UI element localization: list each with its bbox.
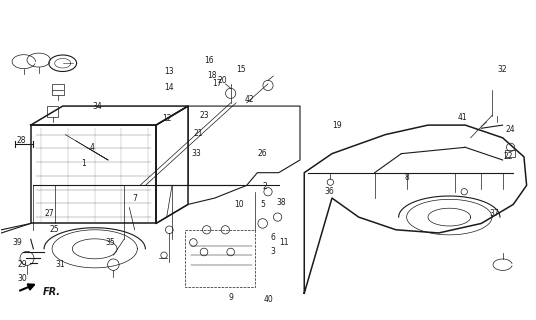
Text: 39: 39: [12, 238, 23, 247]
Text: 33: 33: [191, 149, 201, 158]
Text: 15: 15: [236, 65, 246, 74]
Text: 31: 31: [55, 260, 65, 269]
Text: 9: 9: [228, 293, 233, 302]
Text: 26: 26: [258, 149, 267, 158]
Text: 8: 8: [404, 173, 409, 182]
Text: 13: 13: [165, 67, 174, 76]
Text: 28: 28: [17, 136, 26, 146]
Text: 36: 36: [324, 187, 334, 196]
Text: 18: 18: [207, 71, 217, 80]
Text: 24: 24: [506, 125, 516, 134]
Text: 12: 12: [162, 114, 172, 123]
Text: 37: 37: [490, 209, 500, 219]
Text: 16: 16: [205, 56, 214, 65]
Text: FR.: FR.: [43, 287, 61, 297]
Text: 42: 42: [244, 95, 254, 104]
Bar: [47, 106, 58, 117]
Text: 7: 7: [132, 194, 137, 203]
Text: 3: 3: [271, 247, 276, 257]
Bar: [52, 84, 64, 95]
Text: 29: 29: [18, 260, 27, 269]
Text: 30: 30: [18, 275, 27, 284]
Text: 40: 40: [263, 295, 273, 304]
Text: 41: 41: [458, 113, 467, 122]
Bar: [185, 230, 255, 287]
Text: 25: 25: [50, 225, 59, 234]
Text: 22: 22: [503, 152, 513, 161]
Text: 10: 10: [234, 200, 243, 209]
Text: 5: 5: [260, 200, 265, 209]
Text: 20: 20: [218, 76, 227, 84]
Bar: [505, 150, 515, 157]
Text: 17: 17: [213, 79, 222, 88]
Text: 6: 6: [271, 233, 276, 242]
Text: 38: 38: [277, 198, 286, 207]
Text: 2: 2: [263, 182, 267, 191]
Text: 23: 23: [199, 111, 209, 120]
Text: 19: 19: [332, 121, 342, 130]
Text: 21: 21: [194, 129, 204, 138]
Text: 32: 32: [498, 65, 508, 74]
Text: 34: 34: [93, 101, 102, 111]
Text: 14: 14: [165, 83, 174, 92]
Text: 27: 27: [44, 209, 54, 219]
Text: 4: 4: [90, 143, 94, 152]
Text: 11: 11: [279, 238, 289, 247]
Text: 1: 1: [81, 159, 86, 168]
Text: 35: 35: [106, 238, 116, 247]
